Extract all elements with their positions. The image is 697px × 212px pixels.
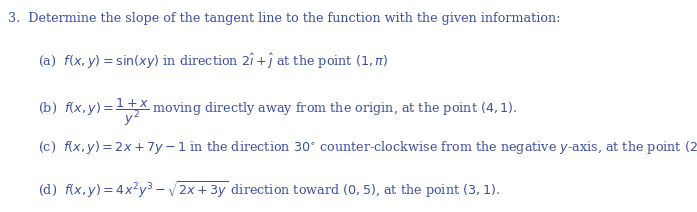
Text: (c)  $f(x, y) = 2x + 7y - 1$ in the direction $30^{\circ}$ counter-clockwise fro: (c) $f(x, y) = 2x + 7y - 1$ in the direc… <box>38 139 697 156</box>
Text: 3.  Determine the slope of the tangent line to the function with the given infor: 3. Determine the slope of the tangent li… <box>8 12 561 25</box>
Text: (b)  $f(x, y) = \dfrac{1+x}{y^2}$ moving directly away from the origin, at the p: (b) $f(x, y) = \dfrac{1+x}{y^2}$ moving … <box>38 96 518 128</box>
Text: (d)  $f(x, y) = 4x^2y^3 - \sqrt{2x+3y}$ direction toward $(0,5)$, at the point $: (d) $f(x, y) = 4x^2y^3 - \sqrt{2x+3y}$ d… <box>38 179 500 200</box>
Text: (a)  $f(x, y) = \sin(xy)$ in direction $2\hat{\imath} + \hat{\jmath}$ at the poi: (a) $f(x, y) = \sin(xy)$ in direction $2… <box>38 52 389 71</box>
